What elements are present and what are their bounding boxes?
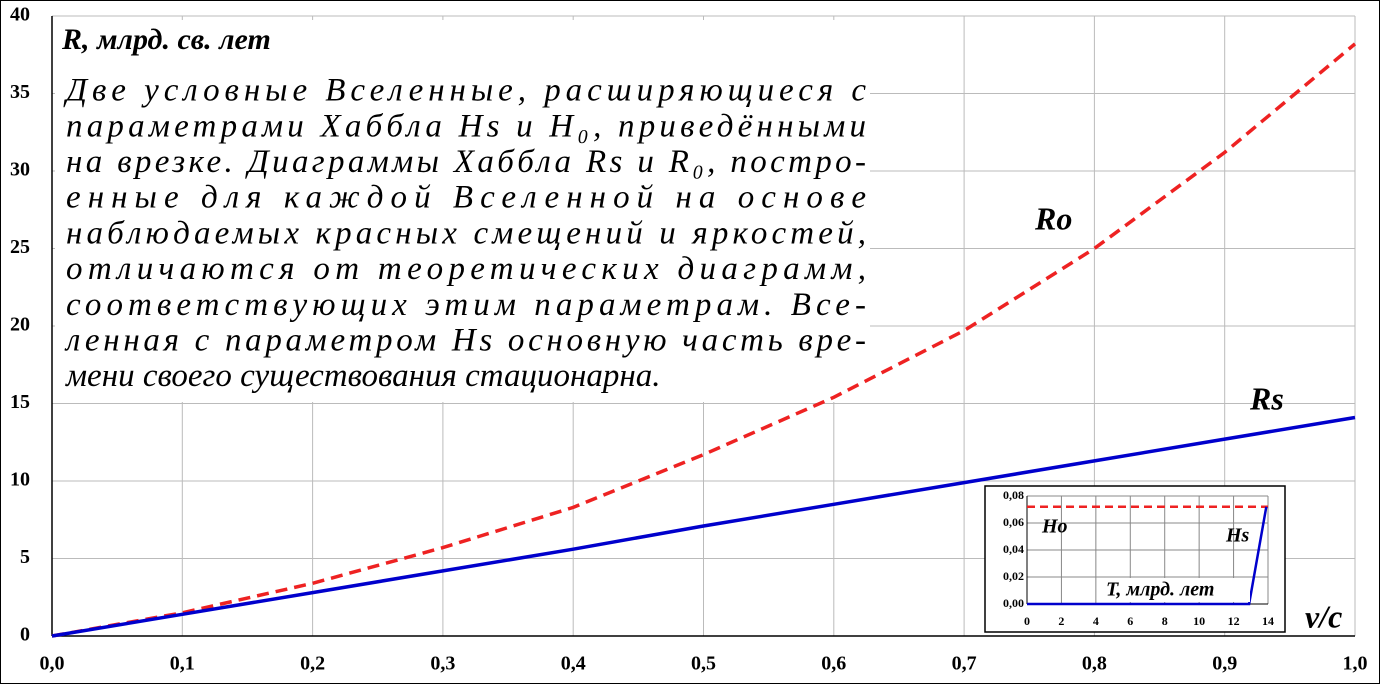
x-tick-label: 2 <box>1058 614 1064 628</box>
x-tick-label: 0,4 <box>561 653 586 675</box>
annotation-line: параметрами Хаббла Hs и H₀, приведёнными <box>66 108 866 144</box>
annotation-background <box>55 20 870 402</box>
y-tick-label: 0,06 <box>1003 515 1024 529</box>
x-tick-label: 0,9 <box>1212 653 1237 675</box>
label-background <box>1104 578 1250 602</box>
inset-frame <box>984 485 1286 633</box>
y-tick-label: 15 <box>10 391 30 413</box>
annotation-line: соответствующих этим параметрам. Все- <box>66 287 866 323</box>
x-tick-label: 0,0 <box>40 653 65 675</box>
y-tick-label: 5 <box>20 546 30 568</box>
annotation-line: на врезке. Диаграммы Хаббла Rs и R₀, пос… <box>66 144 866 180</box>
y-tick-label: 20 <box>10 314 30 336</box>
series-label: Ho <box>1041 516 1068 538</box>
x-tick-label: 0,5 <box>691 653 716 675</box>
x-tick-label: 0,3 <box>430 653 455 675</box>
series-label: Ro <box>1034 200 1072 236</box>
x-tick-label: 0 <box>1024 614 1030 628</box>
x-axis-label: T, млрд. лет <box>1106 579 1214 601</box>
x-tick-label: 14 <box>1262 614 1274 628</box>
annotation-line: енные для каждой Вселенной на основе <box>66 180 866 216</box>
x-tick-label: 0,7 <box>952 653 977 675</box>
x-tick-label: 0,8 <box>1082 653 1107 675</box>
y-tick-label: 0,08 <box>1003 488 1024 502</box>
x-tick-label: 0,2 <box>300 653 325 675</box>
y-tick-label: 40 <box>10 4 30 26</box>
y-tick-label: 35 <box>10 81 30 103</box>
x-tick-label: 4 <box>1093 614 1099 628</box>
y-tick-label: 0 <box>20 624 30 646</box>
x-axis-label: v/c <box>1305 598 1342 634</box>
series-label: Rs <box>1249 380 1284 416</box>
annotation-line: ленная с параметром Hs основную часть вр… <box>64 322 866 358</box>
x-tick-label: 0,1 <box>170 653 195 675</box>
annotation-line: мени своего существования стационарна. <box>65 358 660 394</box>
y-tick-label: 25 <box>10 236 30 258</box>
y-tick-label: 0,04 <box>1003 542 1024 556</box>
series-line <box>51 415 1356 638</box>
y-tick-label: 0,02 <box>1003 569 1024 583</box>
x-tick-label: 12 <box>1228 614 1240 628</box>
x-tick-label: 8 <box>1162 614 1168 628</box>
y-tick-label: 0,00 <box>1003 596 1024 610</box>
annotation-line: Две условные Вселенные, расширяющиеся с <box>63 73 866 109</box>
y-tick-label: 30 <box>10 159 30 181</box>
x-tick-label: 10 <box>1193 614 1205 628</box>
x-tick-label: 0,6 <box>821 653 846 675</box>
series-label: Hs <box>1225 525 1250 547</box>
x-tick-label: 1,0 <box>1343 653 1368 675</box>
series-line <box>1027 506 1268 606</box>
annotation-line: наблюдаемых красных смещений и яркостей, <box>66 215 866 251</box>
y-tick-label: 10 <box>10 469 30 491</box>
x-tick-label: 6 <box>1127 614 1133 628</box>
y-axis-label: R, млрд. св. лет <box>61 23 271 56</box>
